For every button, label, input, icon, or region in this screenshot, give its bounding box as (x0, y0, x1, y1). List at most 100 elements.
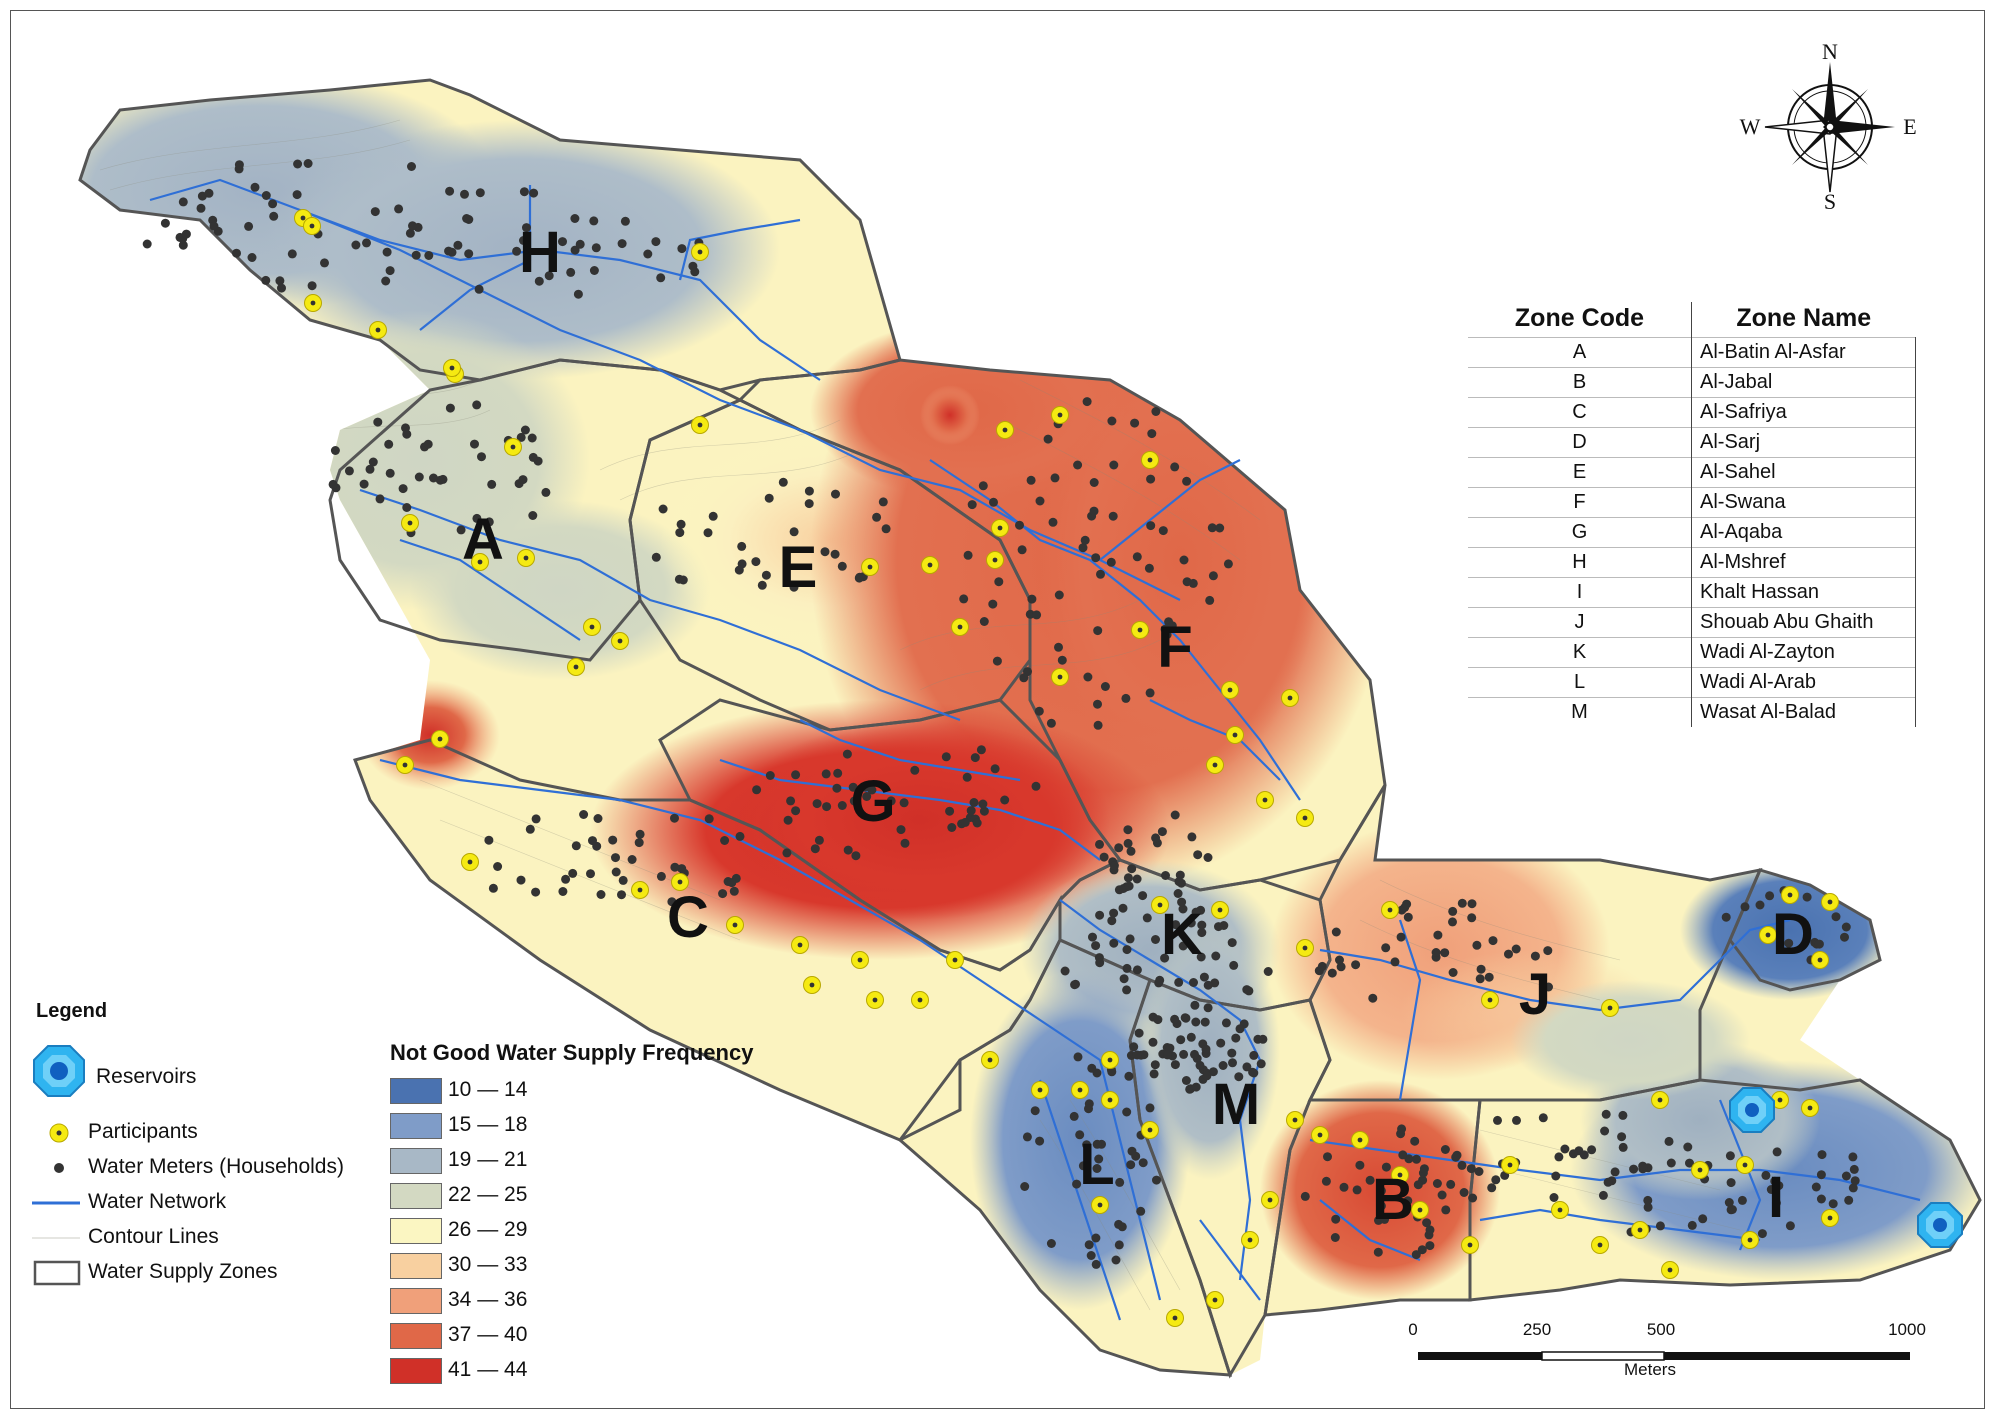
water-meter-point (1161, 871, 1170, 880)
water-meter-point (516, 432, 526, 442)
participant-icon (49, 1123, 69, 1143)
water-meter-point (1381, 1162, 1391, 1172)
water-meter-point (1828, 1199, 1838, 1209)
water-meter-point (862, 792, 872, 801)
water-meter-point (204, 188, 214, 198)
water-meter-point (1123, 873, 1133, 883)
water-meter-point (573, 289, 583, 299)
water-meter-point (832, 783, 842, 793)
water-meter-point (261, 275, 271, 285)
zone-name-cell: Wadi Al-Zayton (1691, 637, 1916, 668)
water-meter-point (209, 221, 219, 231)
water-meter-point (519, 236, 528, 245)
water-meter-point (398, 484, 408, 494)
zone-label-i: I (1767, 1165, 1785, 1230)
water-meter-point (978, 799, 988, 809)
zone-code-cell: I (1468, 577, 1692, 608)
water-meter-point (1448, 968, 1458, 977)
water-meter-point (1157, 827, 1167, 837)
participant-point (1256, 791, 1274, 809)
zone-code-cell: K (1468, 637, 1692, 668)
water-meter-point (484, 835, 494, 845)
water-meter-point (1144, 563, 1154, 573)
water-meter-point (810, 844, 820, 854)
water-meter-point (1249, 1050, 1259, 1060)
water-meter-point (1145, 688, 1155, 698)
water-meter-point (1148, 1037, 1158, 1047)
water-meter-point (670, 862, 680, 872)
water-meter-point (1093, 699, 1102, 709)
legend-contour-lines-label: Contour Lines (88, 1225, 219, 1248)
water-meter-point (703, 528, 713, 538)
water-meter-point (1467, 913, 1477, 923)
water-meter-point (1111, 1255, 1121, 1265)
water-meter-point (1046, 1239, 1056, 1248)
water-meter-point (1202, 1071, 1212, 1081)
water-meter-point (1368, 993, 1378, 1003)
water-meter-point (1072, 1179, 1082, 1189)
zone-code-cell: E (1468, 457, 1692, 488)
water-meter-point (368, 457, 378, 467)
reservoir-1 (1729, 1087, 1775, 1133)
water-meter-point (1073, 460, 1083, 470)
water-meter-point (394, 204, 404, 214)
water-meter-point (1181, 1013, 1191, 1023)
water-meter-point (988, 599, 998, 609)
water-meter-point (1050, 473, 1060, 483)
water-meter-point (541, 487, 551, 497)
participant-point (461, 853, 479, 871)
water-meter-point (1083, 672, 1093, 682)
water-meter-point (474, 284, 484, 294)
water-meter-point (1170, 810, 1180, 820)
water-meter-point (667, 897, 677, 907)
compass-w: W (1739, 114, 1761, 139)
water-meter-point (1073, 1052, 1083, 1062)
water-meter-point (1244, 986, 1254, 996)
water-meter-point (990, 764, 1000, 774)
water-meter-point (1193, 850, 1203, 860)
water-meter-point (1084, 1104, 1093, 1114)
water-meter-point (1560, 1144, 1570, 1154)
water-meter-point (1774, 1181, 1784, 1191)
water-meter-point (484, 517, 494, 527)
water-meter-point (561, 874, 571, 884)
water-meter-point (407, 162, 416, 171)
water-meter-point (1300, 1191, 1310, 1201)
water-meter-point (385, 266, 395, 276)
zone-code-cell: D (1468, 427, 1692, 458)
zone-name-cell: Al-Jabal (1691, 367, 1916, 398)
water-meter-point (1195, 1060, 1205, 1070)
water-meter-point (1757, 1229, 1767, 1239)
participants-layer (294, 209, 1839, 1327)
water-meter-point (1054, 642, 1063, 652)
zone-name-cell: Wadi Al-Arab (1691, 667, 1916, 698)
water-meter-point (1132, 965, 1142, 975)
water-meter-point (1092, 1164, 1102, 1173)
water-meter-point (789, 527, 799, 537)
water-meter-point (1043, 434, 1053, 444)
water-meter-point (761, 570, 771, 580)
water-meter-point (1816, 1170, 1826, 1180)
water-meter-point (821, 769, 831, 779)
participant-point (1551, 1201, 1569, 1219)
water-meter-point (1376, 1201, 1386, 1211)
water-meter-point (1466, 1164, 1476, 1174)
water-meter-point (830, 549, 840, 559)
water-meter-point (688, 261, 698, 271)
water-meter-point (534, 276, 544, 286)
frequency-class-label: 22 — 25 (448, 1183, 528, 1206)
water-meter-point (1331, 927, 1341, 937)
water-meter-point (568, 868, 578, 878)
water-meter-point (1186, 918, 1196, 928)
zone-name-header: Zone Name (1736, 304, 1872, 332)
water-meter-point (423, 439, 433, 449)
water-meter-point (751, 557, 761, 567)
water-meter-point (1425, 1241, 1435, 1251)
water-meter-point (435, 475, 445, 485)
water-meter-point (1123, 825, 1133, 835)
water-meter-point (812, 799, 822, 809)
water-meter-point (1725, 1151, 1735, 1161)
water-meter-point (764, 493, 774, 503)
participant-point (866, 991, 884, 1009)
water-meter-point (447, 247, 457, 257)
